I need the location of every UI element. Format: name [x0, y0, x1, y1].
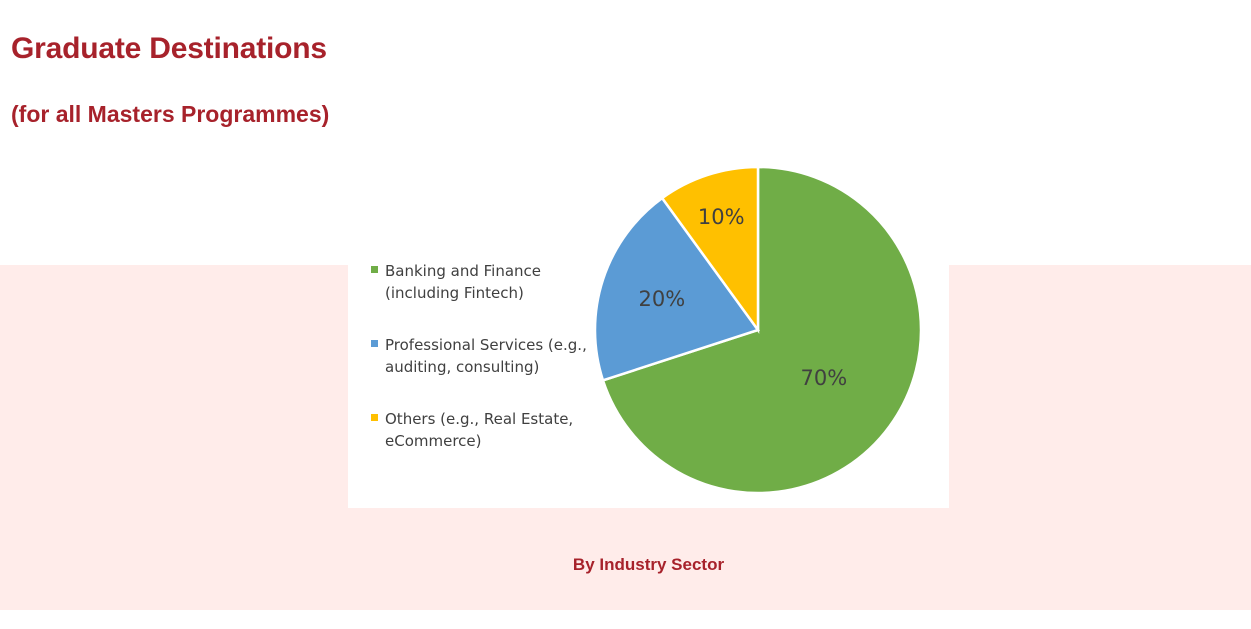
- slice-professional-services: [593, 196, 761, 382]
- chart-caption: By Industry Sector: [572, 555, 725, 574]
- page-subtitle: (for all Masters Programmes): [11, 101, 330, 127]
- page-title: Graduate Destinations: [11, 32, 327, 65]
- legend-item-professional-services: Professional Services (e.g., auditing, co…: [371, 336, 587, 376]
- legend-label: auditing, consulting): [385, 358, 539, 376]
- legend-label: eCommerce): [385, 432, 482, 450]
- quote-mark-decoration: ”: [2, 0, 64, 83]
- slice-others: [660, 165, 760, 334]
- data-label-professional-services: 20%: [639, 287, 686, 311]
- legend-label: Banking and Finance: [385, 262, 541, 280]
- data-label-others: 10%: [698, 205, 745, 229]
- slice-banking-finance: [601, 165, 923, 495]
- legend-label: Others (e.g., Real Estate,: [385, 410, 573, 428]
- legend-swatch: [371, 266, 378, 273]
- pie-chart-card: 70% 20% 10% Banking and Finance (including F…: [348, 150, 949, 508]
- legend-swatch: [371, 340, 378, 347]
- legend-swatch: [371, 414, 378, 421]
- legend-label: Professional Services (e.g.,: [385, 336, 587, 354]
- legend-item-others: Others (e.g., Real Estate, eCommerce): [371, 410, 573, 450]
- legend-item-banking-finance: Banking and Finance (including Fintech): [371, 262, 541, 302]
- legend-label: (including Fintech): [385, 284, 524, 302]
- data-label-banking-finance: 70%: [801, 366, 848, 390]
- pie-chart: 70% 20% 10% Banking and Finance (including F…: [371, 165, 923, 495]
